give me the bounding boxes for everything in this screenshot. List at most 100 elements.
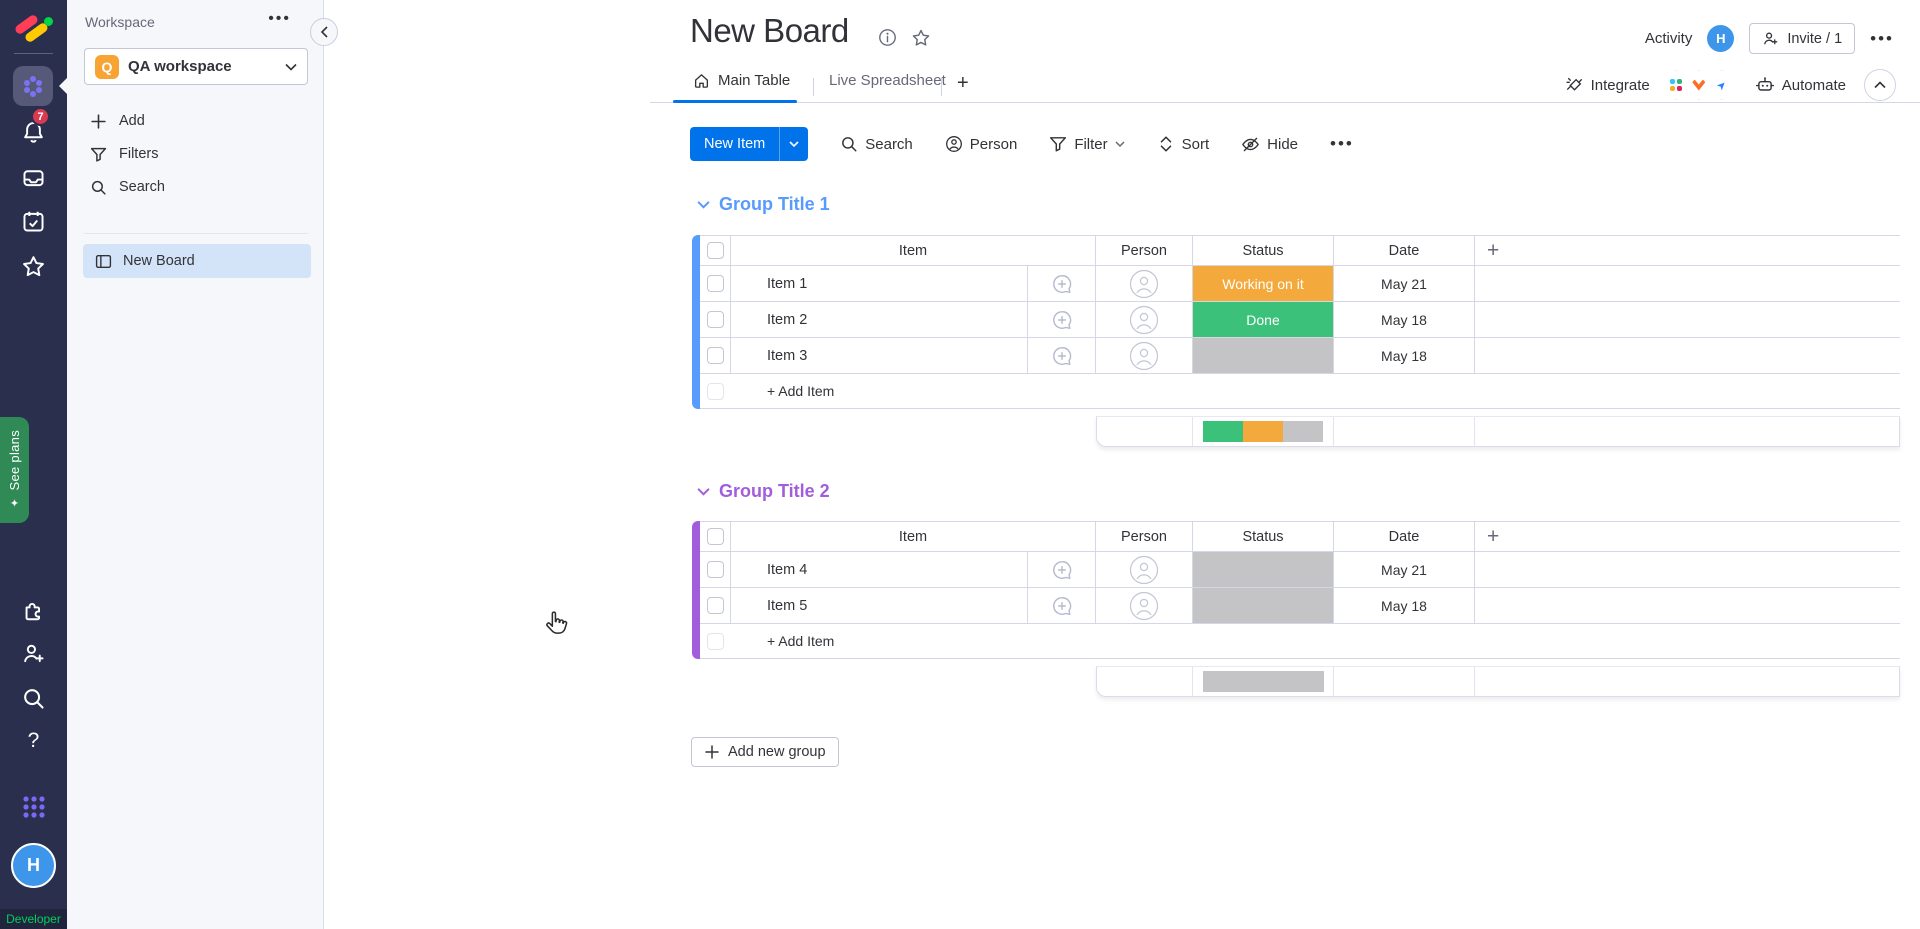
date-cell[interactable]: May 18 <box>1334 302 1475 337</box>
see-plans-button[interactable]: See plans ✦ <box>0 417 29 523</box>
toolbar-more-button[interactable]: ••• <box>1330 134 1354 153</box>
row-checkbox[interactable] <box>700 588 731 623</box>
integrate-plug-icon <box>1565 77 1582 91</box>
integration-badges[interactable]: ➤ <box>1662 70 1737 100</box>
help-question-icon[interactable]: ? <box>27 729 40 752</box>
hide-button[interactable]: Hide <box>1241 135 1298 154</box>
add-update-button[interactable] <box>1028 302 1096 337</box>
group-2-color-bar <box>692 521 700 659</box>
column-header-date[interactable]: Date <box>1334 236 1475 265</box>
page-title[interactable]: New Board <box>690 12 849 49</box>
column-header-item[interactable]: Item <box>731 236 1096 265</box>
person-cell[interactable] <box>1096 588 1193 623</box>
workspace-menu-button[interactable]: ••• <box>268 10 291 27</box>
person-cell[interactable] <box>1096 302 1193 337</box>
group-1-title[interactable]: Group Title 1 <box>697 194 830 215</box>
workspace-active-icon[interactable] <box>13 66 53 106</box>
search-button[interactable]: Search <box>840 135 913 153</box>
tab-main-table[interactable]: Main Table <box>693 72 790 89</box>
status-distribution-bar[interactable] <box>1193 667 1334 696</box>
favorite-board-star-icon[interactable] <box>911 28 931 48</box>
date-cell[interactable]: May 21 <box>1334 266 1475 301</box>
select-all-checkbox[interactable] <box>700 236 731 265</box>
person-cell[interactable] <box>1096 338 1193 373</box>
integrate-button[interactable]: Integrate <box>1565 76 1650 95</box>
collapse-header-button[interactable] <box>1864 69 1896 101</box>
select-all-checkbox[interactable] <box>700 522 731 551</box>
status-cell[interactable]: Done <box>1193 302 1334 337</box>
add-update-button[interactable] <box>1028 338 1096 373</box>
panel-filters-button[interactable]: Filters <box>84 141 308 167</box>
new-item-button[interactable]: New Item <box>690 127 809 161</box>
sort-button[interactable]: Sort <box>1157 135 1209 153</box>
collapse-panel-button[interactable] <box>310 18 338 46</box>
person-placeholder-icon <box>1129 305 1159 334</box>
item-name-cell[interactable]: Item 5 <box>731 588 1028 623</box>
add-column-button[interactable]: + <box>1487 238 1500 262</box>
rail-divider <box>14 53 53 54</box>
column-header-item[interactable]: Item <box>731 522 1096 551</box>
tab-live-spreadsheet[interactable]: Live Spreadsheet <box>829 72 946 89</box>
column-header-status[interactable]: Status <box>1193 522 1334 551</box>
column-header-date[interactable]: Date <box>1334 522 1475 551</box>
add-view-button[interactable]: + <box>957 72 969 94</box>
item-name-cell[interactable]: Item 3 <box>731 338 1028 373</box>
filter-button[interactable]: Filter <box>1049 135 1125 153</box>
add-item-button[interactable]: + Add Item <box>767 633 835 649</box>
add-item-button[interactable]: + Add Item <box>767 383 835 399</box>
panel-add-button[interactable]: Add <box>84 108 308 134</box>
favorites-star-icon[interactable] <box>21 254 46 279</box>
new-item-dropdown[interactable] <box>779 127 808 161</box>
date-cell[interactable]: May 18 <box>1334 338 1475 373</box>
add-new-group-button[interactable]: Add new group <box>691 737 839 767</box>
apps-grid-icon[interactable] <box>22 795 46 819</box>
workspace-selector[interactable]: Q QA workspace <box>84 48 308 85</box>
inbox-icon[interactable] <box>21 165 46 190</box>
chevron-down-icon <box>697 488 710 496</box>
activity-avatar[interactable]: H <box>1707 25 1735 52</box>
panel-search-button[interactable]: Search <box>84 174 308 200</box>
automate-button[interactable]: Automate <box>1755 75 1846 95</box>
user-avatar[interactable]: H <box>11 843 56 888</box>
invite-members-icon[interactable] <box>21 641 46 666</box>
date-cell[interactable]: May 21 <box>1334 552 1475 587</box>
add-update-button[interactable] <box>1028 552 1096 587</box>
status-cell[interactable]: Working on it <box>1193 266 1334 301</box>
item-name-cell[interactable]: Item 4 <box>731 552 1028 587</box>
person-cell[interactable] <box>1096 552 1193 587</box>
row-checkbox[interactable] <box>700 302 731 337</box>
tabbar-divider <box>650 102 1920 103</box>
item-name-cell[interactable]: Item 1 <box>731 266 1028 301</box>
status-cell[interactable] <box>1193 552 1334 587</box>
activity-button[interactable]: Activity <box>1644 30 1693 47</box>
plus-icon <box>91 113 106 129</box>
developer-label: Developer <box>0 909 67 929</box>
monday-logo-icon[interactable] <box>13 10 55 46</box>
apps-puzzle-icon[interactable] <box>21 597 46 622</box>
board-options-button[interactable]: ••• <box>1870 28 1894 48</box>
status-cell[interactable] <box>1193 588 1334 623</box>
invite-button[interactable]: Invite / 1 <box>1749 23 1856 54</box>
row-checkbox[interactable] <box>700 552 731 587</box>
person-cell[interactable] <box>1096 266 1193 301</box>
date-cell[interactable]: May 18 <box>1334 588 1475 623</box>
sidebar-item-new-board[interactable]: New Board <box>83 244 311 278</box>
column-header-person[interactable]: Person <box>1096 236 1193 265</box>
column-header-person[interactable]: Person <box>1096 522 1193 551</box>
status-cell[interactable] <box>1193 338 1334 373</box>
add-update-button[interactable] <box>1028 588 1096 623</box>
search-rail-icon[interactable] <box>21 686 46 711</box>
board-info-icon[interactable] <box>878 28 897 47</box>
row-checkbox[interactable] <box>700 266 731 301</box>
add-column-button[interactable]: + <box>1487 524 1500 548</box>
item-name-cell[interactable]: Item 2 <box>731 302 1028 337</box>
status-distribution-bar[interactable] <box>1193 417 1334 446</box>
person-filter-button[interactable]: Person <box>945 135 1017 153</box>
column-header-status[interactable]: Status <box>1193 236 1334 265</box>
row-checkbox[interactable] <box>700 338 731 373</box>
eye-off-icon <box>1242 137 1260 151</box>
person-placeholder-icon <box>1129 591 1159 620</box>
group-2-title[interactable]: Group Title 2 <box>697 481 830 502</box>
my-work-calendar-icon[interactable] <box>21 209 46 234</box>
add-update-button[interactable] <box>1028 266 1096 301</box>
